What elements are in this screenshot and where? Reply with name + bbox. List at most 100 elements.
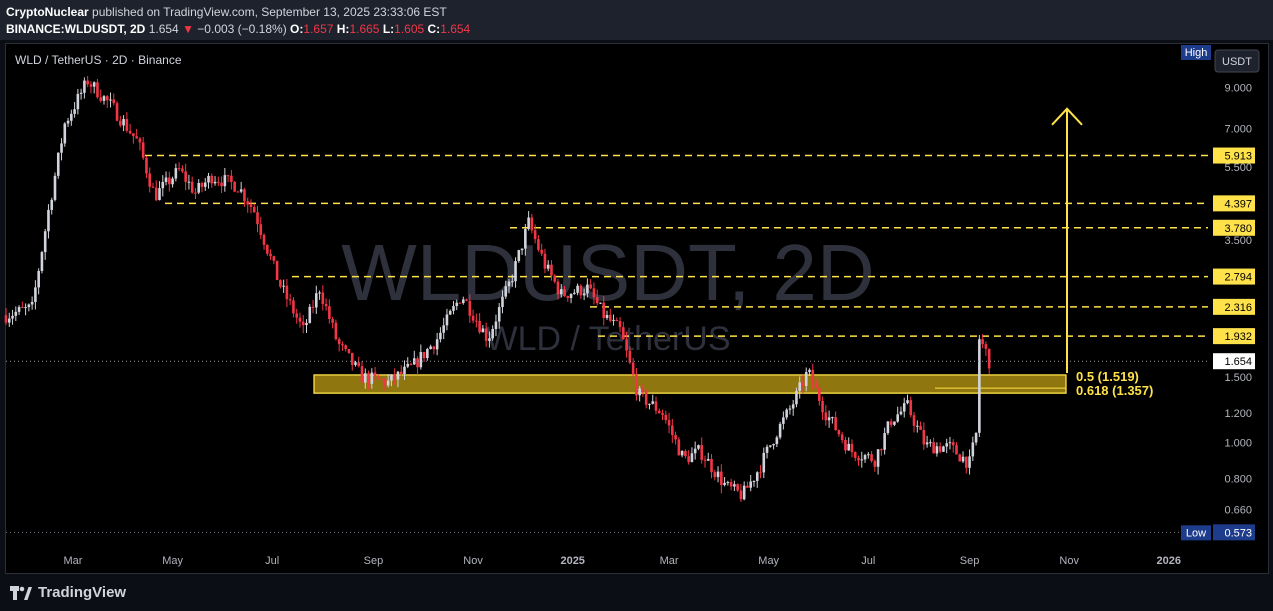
candle [974, 432, 978, 446]
candle-body [135, 136, 138, 139]
candle-body [210, 175, 214, 184]
candle-body [194, 192, 197, 194]
candle [34, 280, 37, 310]
author-name[interactable]: CryptoNuclear [6, 5, 89, 19]
candle-body [132, 133, 135, 137]
candle [896, 406, 900, 423]
candle-body [752, 480, 756, 482]
candle [733, 480, 736, 492]
candle-body [184, 171, 187, 182]
candle-body [755, 472, 759, 481]
candle-body [844, 440, 847, 451]
candle [448, 309, 452, 316]
low-badge: Low 0.573 [1181, 524, 1255, 541]
candle [138, 137, 142, 151]
candle [403, 360, 406, 380]
time-axis[interactable]: Mar May Jul Sep Nov 2025 Mar May Jul Sep Nov 2026 [63, 555, 1181, 567]
candle [386, 374, 390, 388]
candle-body [7, 318, 11, 323]
tradingview-logo[interactable]: TradingView [10, 584, 126, 601]
candle-body [396, 371, 400, 380]
candle-body [504, 286, 508, 297]
close-label: C: [427, 22, 441, 36]
candle [60, 138, 63, 161]
candle-body [510, 281, 514, 283]
candle-body [217, 181, 220, 183]
candle-body [987, 348, 991, 369]
candle-body [628, 350, 632, 363]
candle-body [177, 168, 181, 170]
candle [586, 278, 589, 298]
level-badge-text: 4.397 [1224, 198, 1252, 210]
candle [226, 174, 230, 183]
candle-body [739, 490, 743, 500]
candle-body [827, 417, 831, 421]
candle [964, 456, 968, 474]
candle [782, 411, 785, 430]
last-price-badge-bg [1213, 353, 1255, 370]
candle-body [324, 304, 328, 307]
candle-body [360, 366, 364, 383]
candle-body [50, 199, 54, 210]
chart-legend: WLD / TetherUS · 2D · Binance [15, 53, 182, 67]
candle-body [706, 458, 710, 461]
candle-body [608, 315, 612, 321]
candle-body [507, 281, 511, 287]
candle-body [729, 482, 733, 487]
candle [230, 170, 233, 190]
candle [461, 296, 465, 305]
candle [922, 422, 926, 450]
candle-body [821, 400, 824, 413]
candle-body [978, 339, 981, 433]
candle-body [736, 484, 739, 491]
candle-body [860, 459, 864, 461]
candle-body [808, 369, 811, 373]
price-chart[interactable]: WLDUSDT, 2D WLD / TetherUS 0.5 (1.519)0.… [0, 0, 1273, 576]
candle-body [314, 293, 318, 308]
candle-body [403, 366, 406, 374]
candle-body [298, 317, 302, 322]
candle-body [119, 120, 122, 126]
candle [589, 279, 592, 290]
chart-frame[interactable] [5, 43, 1269, 574]
candle [308, 303, 312, 324]
candle-body [96, 82, 99, 98]
candle [380, 377, 383, 385]
candle [252, 203, 256, 213]
candle-body [579, 285, 583, 296]
candle-body [262, 234, 266, 245]
candle-body [984, 344, 988, 349]
candle-body [266, 244, 269, 254]
candle-body [174, 168, 178, 179]
candle [416, 356, 419, 376]
candle-body [318, 292, 321, 294]
candle-body [690, 453, 694, 463]
candle-body [573, 292, 576, 294]
currency-badge[interactable]: USDT [1214, 49, 1260, 73]
candle-body [471, 315, 475, 321]
candle [210, 173, 214, 188]
candle [644, 389, 648, 409]
down-triangle-icon: ▼ [182, 22, 194, 36]
candle [749, 474, 753, 492]
level-badge-bg [1213, 147, 1255, 164]
candle-body [79, 92, 83, 94]
candle [772, 443, 775, 450]
candle [115, 101, 119, 122]
candle-body [749, 481, 753, 488]
candle-body [772, 444, 775, 446]
candle-body [422, 352, 426, 359]
candle-body [605, 315, 609, 318]
candle [893, 421, 896, 427]
candle [145, 156, 148, 179]
candle [625, 331, 628, 358]
candle-body [393, 374, 396, 380]
candle-body [386, 380, 390, 386]
candle [654, 396, 658, 415]
candle [553, 274, 557, 284]
candle-body [256, 212, 259, 225]
candle [497, 303, 501, 329]
candle [573, 289, 576, 295]
tradingview-logo-icon [10, 585, 32, 600]
price-axis[interactable]: 9.0007.0005.5003.5002.8001.5001.2001.000… [1181, 45, 1255, 541]
